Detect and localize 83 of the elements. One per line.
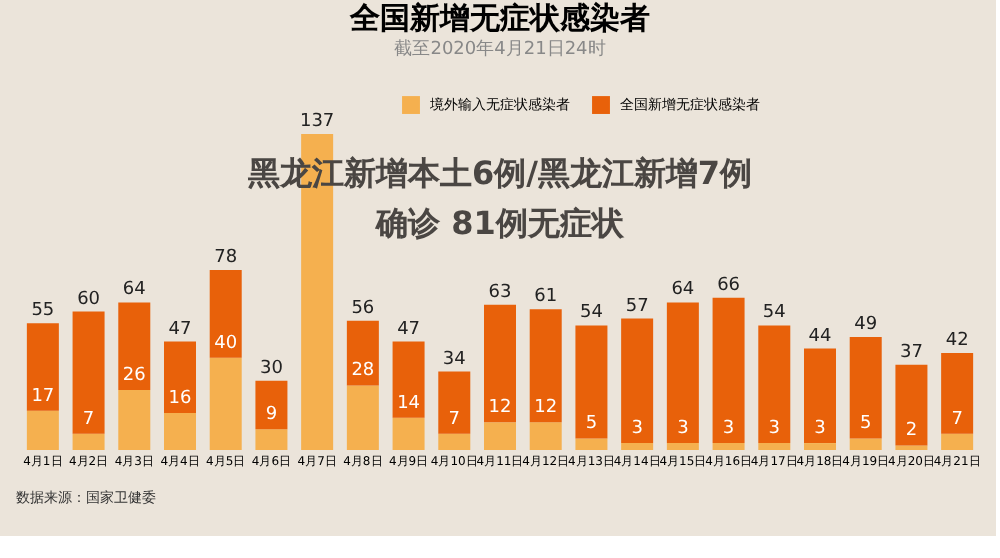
bar: [164, 341, 196, 414]
total-label: 60: [77, 289, 101, 310]
total-label: 78: [214, 248, 238, 269]
bar: [758, 443, 791, 450]
total-label: 63: [488, 282, 512, 303]
bar: [529, 422, 562, 450]
bar: [72, 433, 105, 450]
bar: [804, 348, 836, 444]
bar: [849, 336, 882, 439]
total-label: 42: [945, 331, 969, 352]
data-label: 7: [448, 409, 461, 430]
bar: [666, 302, 699, 444]
bar: [529, 309, 562, 423]
total-label: 44: [808, 326, 832, 347]
data-label: 17: [31, 386, 55, 407]
total-label: 47: [397, 319, 421, 340]
data-label: 26: [122, 366, 147, 387]
data-label: 3: [631, 419, 643, 440]
total-label: 64: [122, 280, 147, 301]
bar: [118, 302, 151, 391]
bar: [849, 438, 882, 450]
annotation: 确诊 81例无症状: [374, 204, 626, 242]
bar: [758, 325, 791, 444]
total-label: 54: [762, 303, 787, 324]
data-label: 12: [534, 398, 558, 419]
bar: [26, 410, 59, 450]
bar: [26, 323, 59, 411]
total-label: 57: [625, 296, 649, 317]
total-label: 30: [259, 358, 284, 379]
bar: [712, 443, 745, 450]
data-label: 9: [265, 405, 278, 426]
bar: [72, 311, 105, 434]
bar: [255, 429, 288, 450]
total-label: 64: [671, 280, 695, 301]
total-label: 34: [442, 349, 467, 370]
data-label: 12: [488, 398, 512, 419]
bar: [392, 417, 425, 450]
bar: [484, 304, 516, 423]
bar: [941, 353, 974, 434]
total-label: 49: [854, 314, 878, 335]
total-label: 37: [899, 342, 923, 363]
bar: [621, 318, 654, 444]
bar: [346, 320, 379, 386]
bar: [392, 341, 425, 418]
data-label: 3: [722, 419, 735, 440]
data-label: 14: [397, 393, 421, 414]
bar: [209, 270, 242, 358]
data-label: 3: [677, 419, 689, 440]
bar: [346, 385, 379, 450]
data-label: 2: [905, 421, 918, 442]
data-label: 7: [82, 409, 95, 430]
bar: [255, 380, 288, 430]
bar: [895, 364, 928, 446]
data-label: 5: [585, 414, 598, 435]
total-label: 55: [31, 301, 55, 322]
bar: [666, 443, 699, 450]
bar: [941, 433, 974, 450]
total-label: 47: [168, 319, 192, 340]
chart-title: 全国新增无症状感染者: [348, 0, 650, 36]
data-label: 28: [351, 361, 375, 382]
bar: [575, 325, 608, 439]
bar: [804, 443, 836, 450]
data-label: 5: [859, 414, 872, 435]
data-label: 3: [768, 419, 781, 440]
bar: [118, 390, 151, 450]
data-label: 40: [214, 333, 238, 354]
bar: [621, 443, 654, 450]
total-label: 137: [299, 112, 335, 132]
bar: [438, 371, 471, 434]
bar: [484, 422, 516, 450]
total-label: 61: [534, 287, 558, 308]
bar: [209, 357, 242, 450]
total-label: 66: [717, 275, 741, 296]
bar: [438, 433, 471, 450]
bar: [712, 297, 745, 444]
bar: [164, 413, 196, 450]
total-label: 54: [579, 303, 604, 324]
chart-subtitle: 截至2020年4月21日24时: [394, 38, 606, 60]
data-label: 16: [168, 389, 192, 410]
data-label: 3: [814, 419, 826, 440]
total-label: 56: [351, 298, 375, 319]
bar: [575, 438, 608, 450]
data-label: 7: [951, 409, 963, 430]
